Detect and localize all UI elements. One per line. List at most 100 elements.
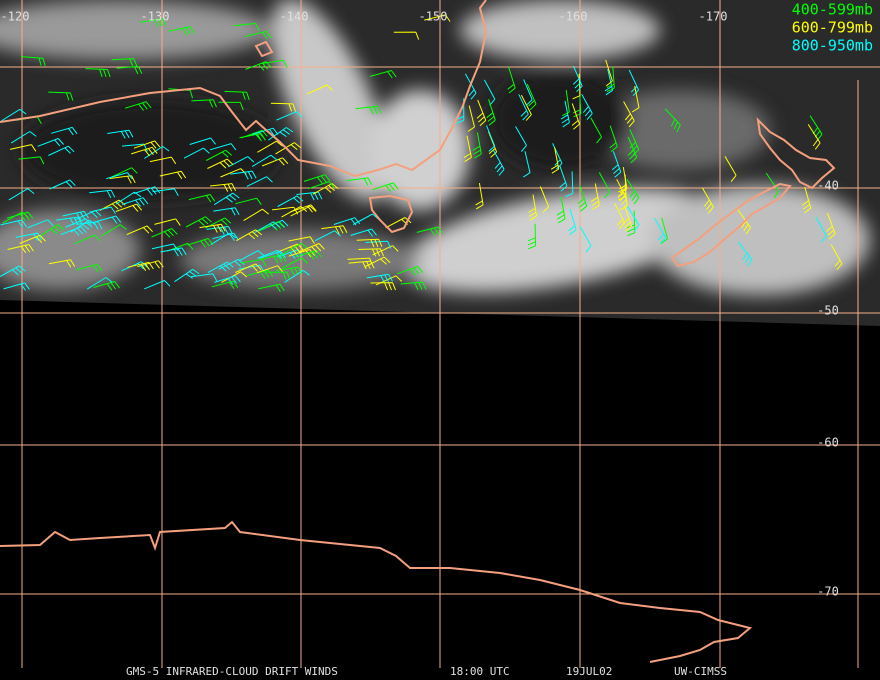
wind-barb bbox=[18, 156, 45, 165]
wind-barb bbox=[826, 212, 836, 240]
wind-barb bbox=[168, 26, 195, 36]
wind-barb bbox=[358, 248, 384, 257]
footer-title: GMS-5 INFRARED-CLOUD DRIFT WINDS bbox=[126, 665, 338, 678]
wind-barb bbox=[211, 280, 239, 289]
wind-barb bbox=[259, 250, 286, 260]
wind-barb bbox=[507, 66, 516, 94]
wind-barb bbox=[528, 194, 538, 221]
wind-barb bbox=[264, 271, 291, 280]
wind-barb bbox=[416, 226, 444, 236]
wind-barb bbox=[738, 241, 753, 267]
wind-barb bbox=[127, 261, 154, 271]
wind-barb bbox=[568, 208, 577, 235]
wind-barb bbox=[246, 176, 273, 187]
wind-barb bbox=[472, 132, 482, 159]
wind-barb bbox=[107, 129, 134, 139]
wind-barb bbox=[572, 65, 583, 93]
wind-barb bbox=[308, 181, 335, 190]
wind-barb bbox=[290, 204, 317, 213]
tasmania-coast bbox=[368, 194, 414, 234]
legend-entry: 600-799mb bbox=[792, 19, 873, 37]
wind-barb bbox=[604, 68, 614, 96]
wind-barb bbox=[815, 216, 827, 243]
footer: GMS-5 INFRARED-CLOUD DRIFT WINDS 18:00 U… bbox=[126, 665, 727, 678]
wind-barb bbox=[396, 266, 424, 276]
wind-barb bbox=[27, 219, 54, 229]
wind-barb bbox=[210, 183, 237, 192]
wind-barb bbox=[523, 79, 533, 106]
wind-barb bbox=[400, 281, 427, 291]
wind-barbs bbox=[0, 14, 843, 292]
wind-barb bbox=[101, 224, 127, 237]
wind-barb bbox=[619, 184, 628, 211]
wind-barb bbox=[258, 283, 285, 292]
wind-barb bbox=[99, 199, 126, 211]
wind-barb bbox=[218, 101, 244, 111]
wind-barb bbox=[213, 207, 240, 216]
wind-barb bbox=[606, 66, 615, 93]
wind-barb bbox=[347, 257, 374, 266]
wind-barb bbox=[629, 129, 640, 156]
wind-barb bbox=[48, 91, 74, 101]
wind-barb bbox=[627, 206, 640, 232]
wind-barb bbox=[807, 124, 821, 150]
wind-barb bbox=[133, 186, 161, 196]
wind-barb bbox=[765, 172, 780, 199]
wind-barb bbox=[581, 93, 593, 120]
wind-barb bbox=[562, 90, 570, 117]
wind-barb bbox=[109, 175, 136, 184]
wind-barb bbox=[261, 59, 288, 68]
wind-barb bbox=[626, 178, 640, 205]
wind-barb bbox=[565, 171, 574, 197]
wind-barb bbox=[372, 245, 399, 256]
wind-barb bbox=[527, 223, 537, 250]
wind-barb bbox=[523, 151, 531, 178]
wind-barb bbox=[49, 179, 76, 190]
wind-barb bbox=[75, 263, 103, 273]
wind-barb bbox=[550, 147, 560, 174]
wind-barb bbox=[467, 105, 475, 132]
wind-barb bbox=[189, 137, 216, 145]
wind-barb bbox=[238, 250, 265, 262]
wind-barb bbox=[140, 18, 167, 28]
wind-barb bbox=[664, 108, 681, 133]
wind-barb bbox=[235, 197, 262, 205]
wind-barb bbox=[801, 186, 812, 214]
wind-barb bbox=[605, 59, 613, 87]
wind-barb bbox=[579, 226, 592, 253]
wind-barb bbox=[254, 221, 281, 234]
wind-barb bbox=[321, 225, 348, 235]
wind-barb bbox=[240, 259, 267, 267]
wind-barb bbox=[463, 135, 472, 163]
wind-barb bbox=[37, 138, 64, 147]
wind-barb bbox=[111, 167, 138, 178]
legend: 400-599mb 600-799mb 800-950mb bbox=[792, 1, 873, 55]
wind-barb bbox=[151, 228, 178, 238]
wind-barb bbox=[627, 136, 638, 164]
wind-barb bbox=[277, 243, 304, 254]
wind-barb bbox=[660, 217, 668, 244]
wind-barb bbox=[369, 70, 397, 79]
wind-barb bbox=[151, 243, 179, 251]
wind-barb bbox=[288, 248, 316, 258]
wind-barb bbox=[276, 266, 303, 276]
footer-source: UW-CIMSS bbox=[674, 665, 727, 678]
wind-barb bbox=[224, 90, 250, 100]
wind-barb bbox=[144, 145, 170, 159]
wind-barb bbox=[233, 22, 260, 31]
legend-entry: 800-950mb bbox=[792, 37, 873, 55]
wind-barb bbox=[228, 156, 255, 168]
wind-barb bbox=[0, 219, 27, 228]
wind-barb bbox=[622, 205, 633, 232]
wind-barb bbox=[609, 125, 618, 152]
wind-barb bbox=[19, 234, 46, 244]
wind-barb bbox=[560, 100, 570, 128]
wind-barb bbox=[598, 172, 611, 199]
coastlines bbox=[0, 0, 836, 663]
antarctica-coast bbox=[0, 520, 753, 663]
wind-barb bbox=[577, 185, 588, 212]
wind-barb bbox=[0, 108, 27, 122]
wind-barb bbox=[121, 143, 148, 152]
wind-barb bbox=[393, 31, 420, 40]
